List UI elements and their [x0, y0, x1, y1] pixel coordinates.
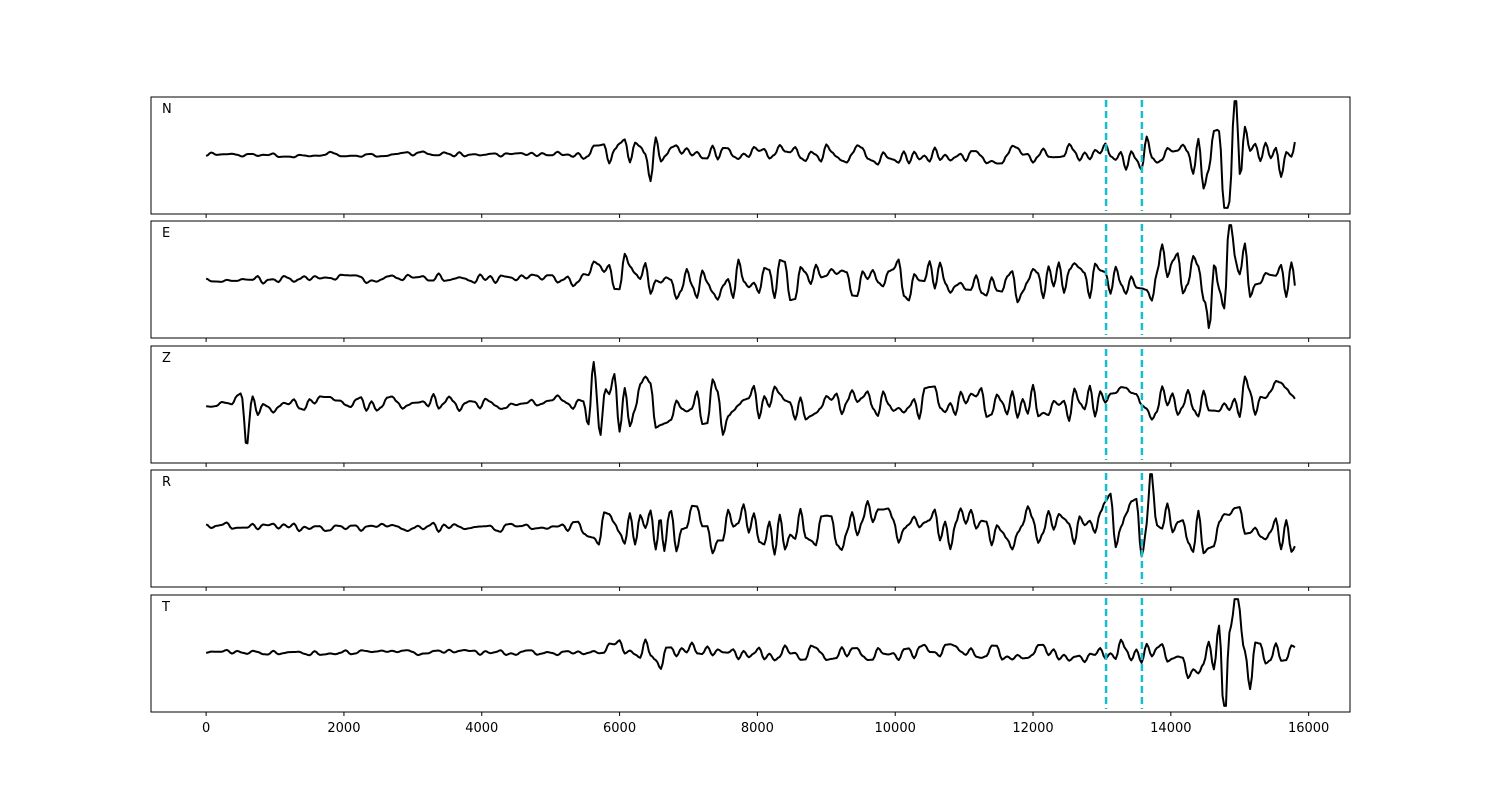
panel-frame [150, 594, 1351, 713]
waveform-n [205, 100, 1296, 209]
channel-label-z: Z [162, 351, 171, 366]
panel-frame [150, 220, 1351, 339]
channel-label-e: E [162, 226, 170, 241]
waveform-r [205, 473, 1296, 558]
panel-frame [150, 345, 1351, 464]
x-tick-label: 12000 [1012, 721, 1053, 736]
panel-e: E [150, 220, 1351, 342]
panel-n: N [150, 96, 1351, 218]
x-tick-label: 10000 [875, 721, 916, 736]
x-tick-label: 4000 [465, 721, 498, 736]
channel-label-t: T [161, 600, 170, 615]
x-tick-label: 0 [202, 721, 210, 736]
channel-label-r: R [162, 475, 171, 490]
panel-z: Z [150, 345, 1351, 467]
x-tick-label: 6000 [603, 721, 636, 736]
panel-t: T [150, 594, 1351, 716]
panel-frame [150, 469, 1351, 588]
panel-r: R [150, 469, 1351, 591]
waveform-z [206, 360, 1296, 445]
waveform-t [205, 598, 1296, 707]
panel-frame [150, 96, 1351, 215]
x-tick-label: 2000 [327, 721, 360, 736]
waveform-e [205, 224, 1296, 330]
x-tick-label: 16000 [1288, 721, 1329, 736]
x-tick-label: 8000 [741, 721, 774, 736]
x-tick-label: 14000 [1150, 721, 1191, 736]
channel-label-n: N [162, 102, 172, 117]
